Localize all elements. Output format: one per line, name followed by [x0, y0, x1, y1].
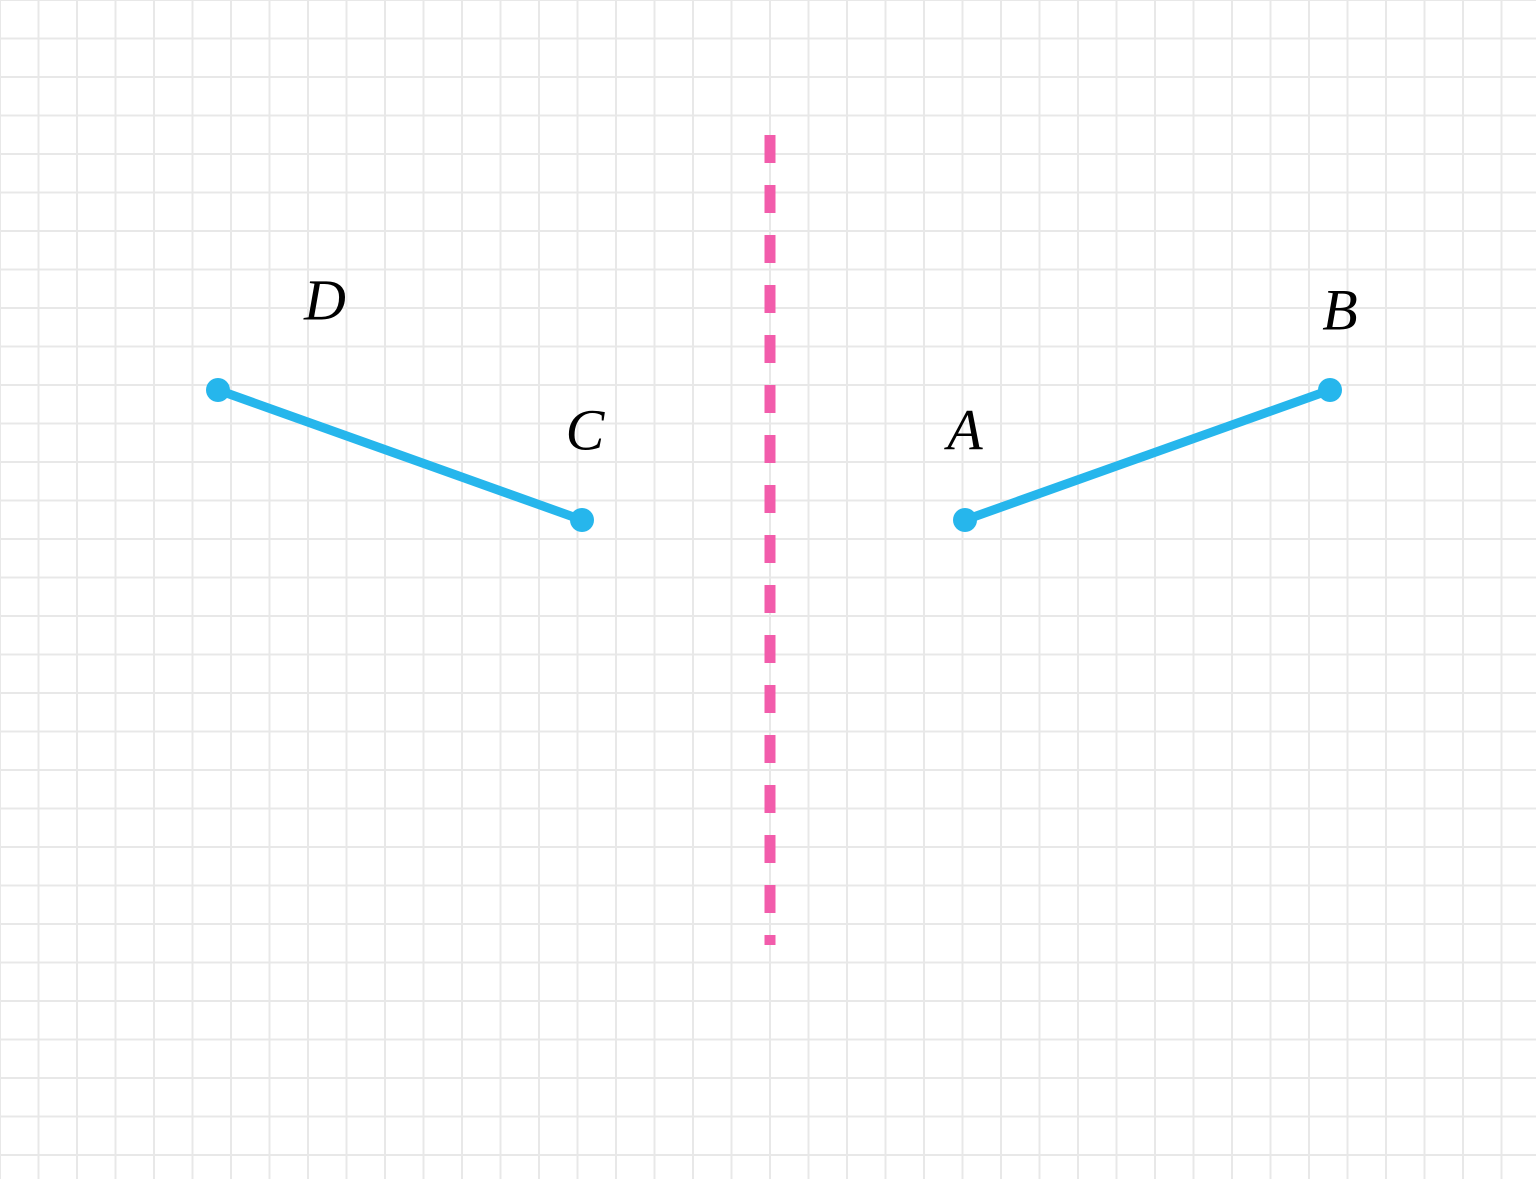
point-a	[953, 508, 977, 532]
point-label-a: A	[947, 397, 982, 464]
point-label-c: C	[566, 397, 605, 464]
diagram-svg	[0, 0, 1536, 1179]
grid-background	[0, 0, 1536, 1179]
point-b	[1318, 378, 1342, 402]
point-d	[206, 378, 230, 402]
point-label-b: B	[1322, 277, 1357, 344]
segment-ab	[965, 390, 1330, 520]
diagram-canvas: A B C D	[0, 0, 1536, 1179]
point-c	[570, 508, 594, 532]
segment-cd	[218, 390, 582, 520]
point-label-d: D	[304, 267, 346, 334]
line-segments	[206, 378, 1342, 532]
